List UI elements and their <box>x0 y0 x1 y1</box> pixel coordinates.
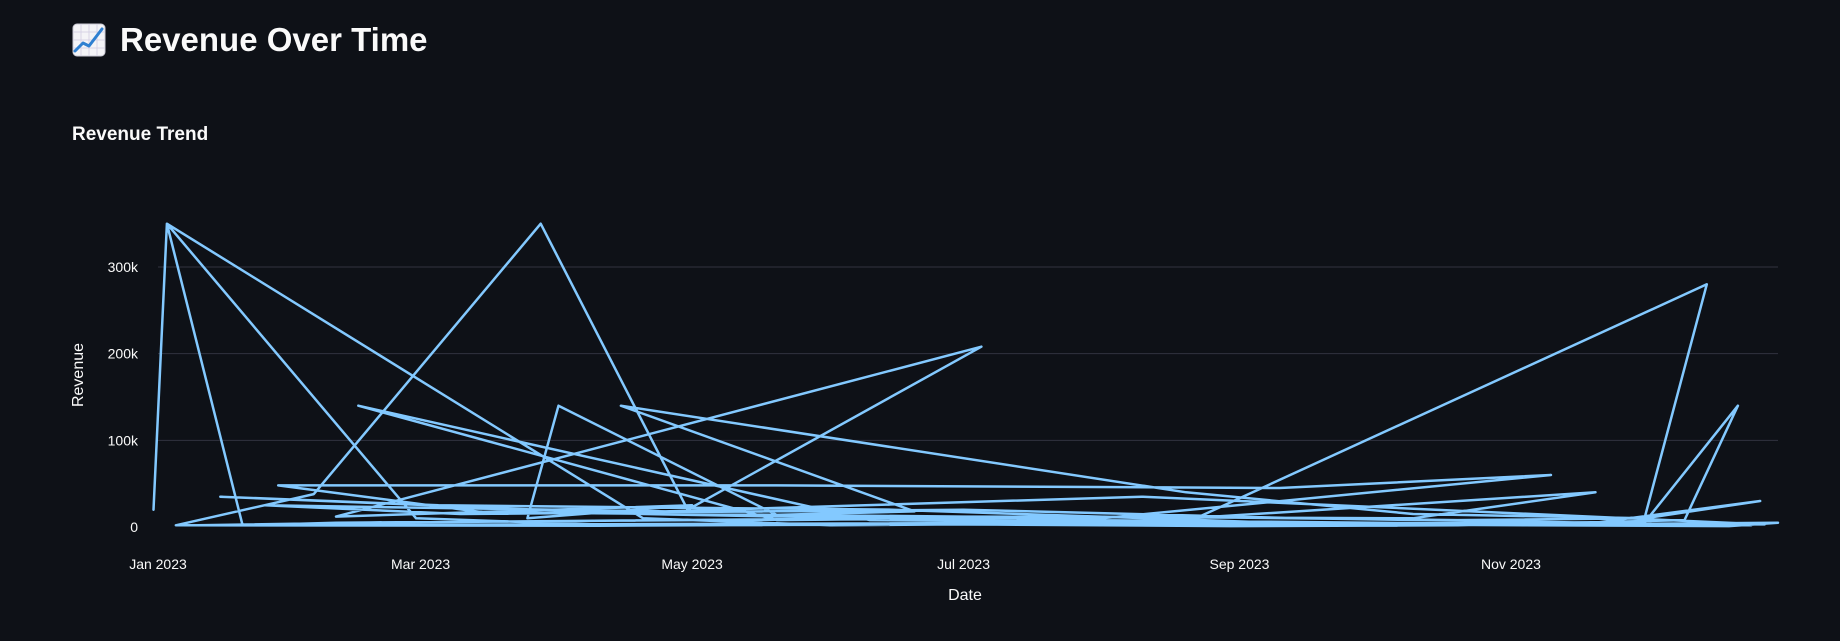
y-tick-label: 200k <box>108 346 139 362</box>
y-axis-ticks: 0 100k 200k 300k <box>108 259 139 535</box>
chart-increasing-icon <box>72 23 106 57</box>
x-tick-label: Sep 2023 <box>1210 556 1270 572</box>
y-tick-label: 100k <box>108 432 139 448</box>
x-axis-ticks: Jan 2023 Mar 2023 May 2023 Jul 2023 Sep 2023… <box>129 556 1541 572</box>
revenue-series-line[interactable] <box>152 222 1780 528</box>
x-axis-title: Date <box>948 587 982 604</box>
x-tick-label: Jan 2023 <box>129 556 187 572</box>
x-tick-label: Jul 2023 <box>937 556 990 572</box>
x-tick-label: May 2023 <box>661 556 723 572</box>
page-title: Revenue Over Time <box>120 21 428 58</box>
page-header: Revenue Over Time <box>72 18 428 62</box>
y-tick-label: 300k <box>108 259 139 275</box>
x-tick-label: Nov 2023 <box>1481 556 1541 572</box>
y-tick-label: 0 <box>130 519 138 535</box>
chart-series-layer <box>152 222 1780 528</box>
y-axis-title: Revenue <box>70 343 87 407</box>
chart-section-title: Revenue Trend <box>72 124 209 145</box>
x-tick-label: Mar 2023 <box>391 556 450 572</box>
